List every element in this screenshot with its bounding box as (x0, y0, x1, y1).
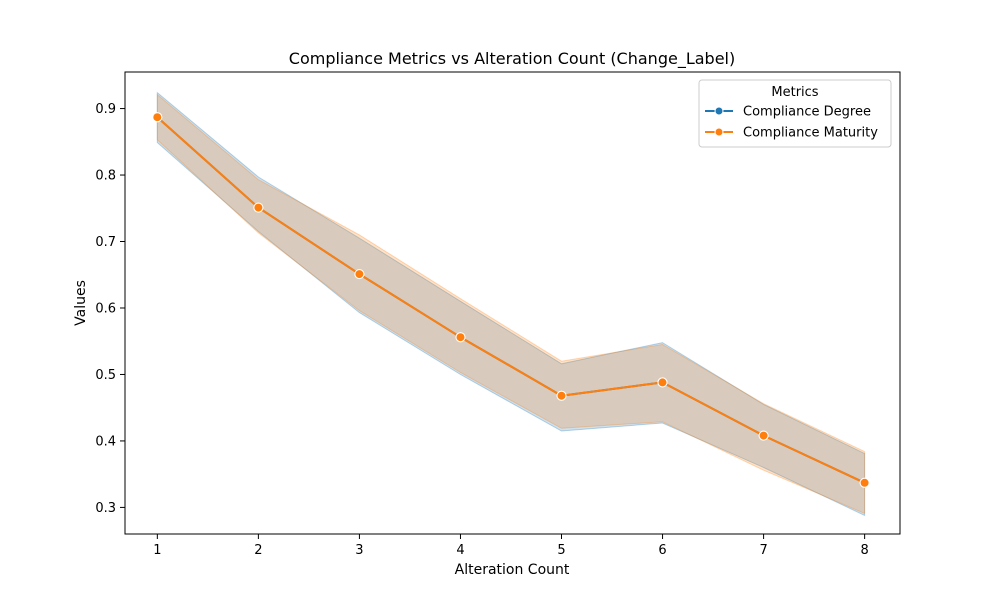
confidence-band-1 (156, 93, 866, 515)
y-tick-label: 0.5 (95, 368, 116, 383)
data-point (455, 332, 466, 343)
data-point (657, 377, 668, 388)
y-tick-label: 0.4 (95, 434, 116, 449)
plot-frame (124, 71, 901, 535)
y-tick-label: 0.7 (95, 235, 116, 250)
data-point (253, 202, 264, 213)
series-line-1 (156, 116, 866, 484)
x-tick-label: 3 (355, 543, 363, 558)
data-point (859, 477, 870, 488)
x-axis-ticks: 1 2 3 4 5 6 7 8 (153, 534, 869, 558)
x-tick-label: 6 (658, 543, 666, 558)
y-tick-label: 0.6 (95, 301, 116, 316)
y-tick-label: 0.9 (95, 102, 116, 117)
series-lines (156, 116, 866, 484)
x-tick-label: 7 (759, 543, 767, 558)
data-point (758, 430, 769, 441)
x-tick-label: 4 (456, 543, 464, 558)
confidence-band-0 (156, 91, 866, 517)
legend-label: Compliance Maturity (743, 126, 878, 141)
legend-marker (714, 106, 724, 116)
data-point (152, 112, 163, 123)
legend-label: Compliance Degree (743, 105, 871, 120)
legend-title: Metrics (771, 85, 818, 100)
chart-title: Compliance Metrics vs Alteration Count (… (289, 49, 735, 69)
x-tick-label: 8 (860, 543, 868, 558)
y-axis-label: Values (73, 280, 89, 326)
x-tick-label: 1 (153, 543, 161, 558)
confidence-bands (156, 91, 866, 517)
y-tick-label: 0.8 (95, 169, 116, 184)
legend: Metrics Compliance Degree Compliance Matu… (698, 79, 892, 148)
x-axis-label: Alteration Count (455, 562, 570, 578)
data-point (354, 269, 365, 280)
legend-box (698, 79, 892, 148)
y-tick-label: 0.3 (95, 501, 116, 516)
x-tick-label: 5 (557, 543, 565, 558)
y-axis-ticks: 0.3 0.4 0.5 0.6 0.7 0.8 0.9 (95, 102, 125, 516)
legend-marker (714, 127, 724, 137)
x-tick-label: 2 (254, 543, 262, 558)
legend-items: Compliance Degree Compliance Maturity (705, 105, 878, 141)
data-point (556, 390, 567, 401)
series-points (152, 112, 870, 488)
